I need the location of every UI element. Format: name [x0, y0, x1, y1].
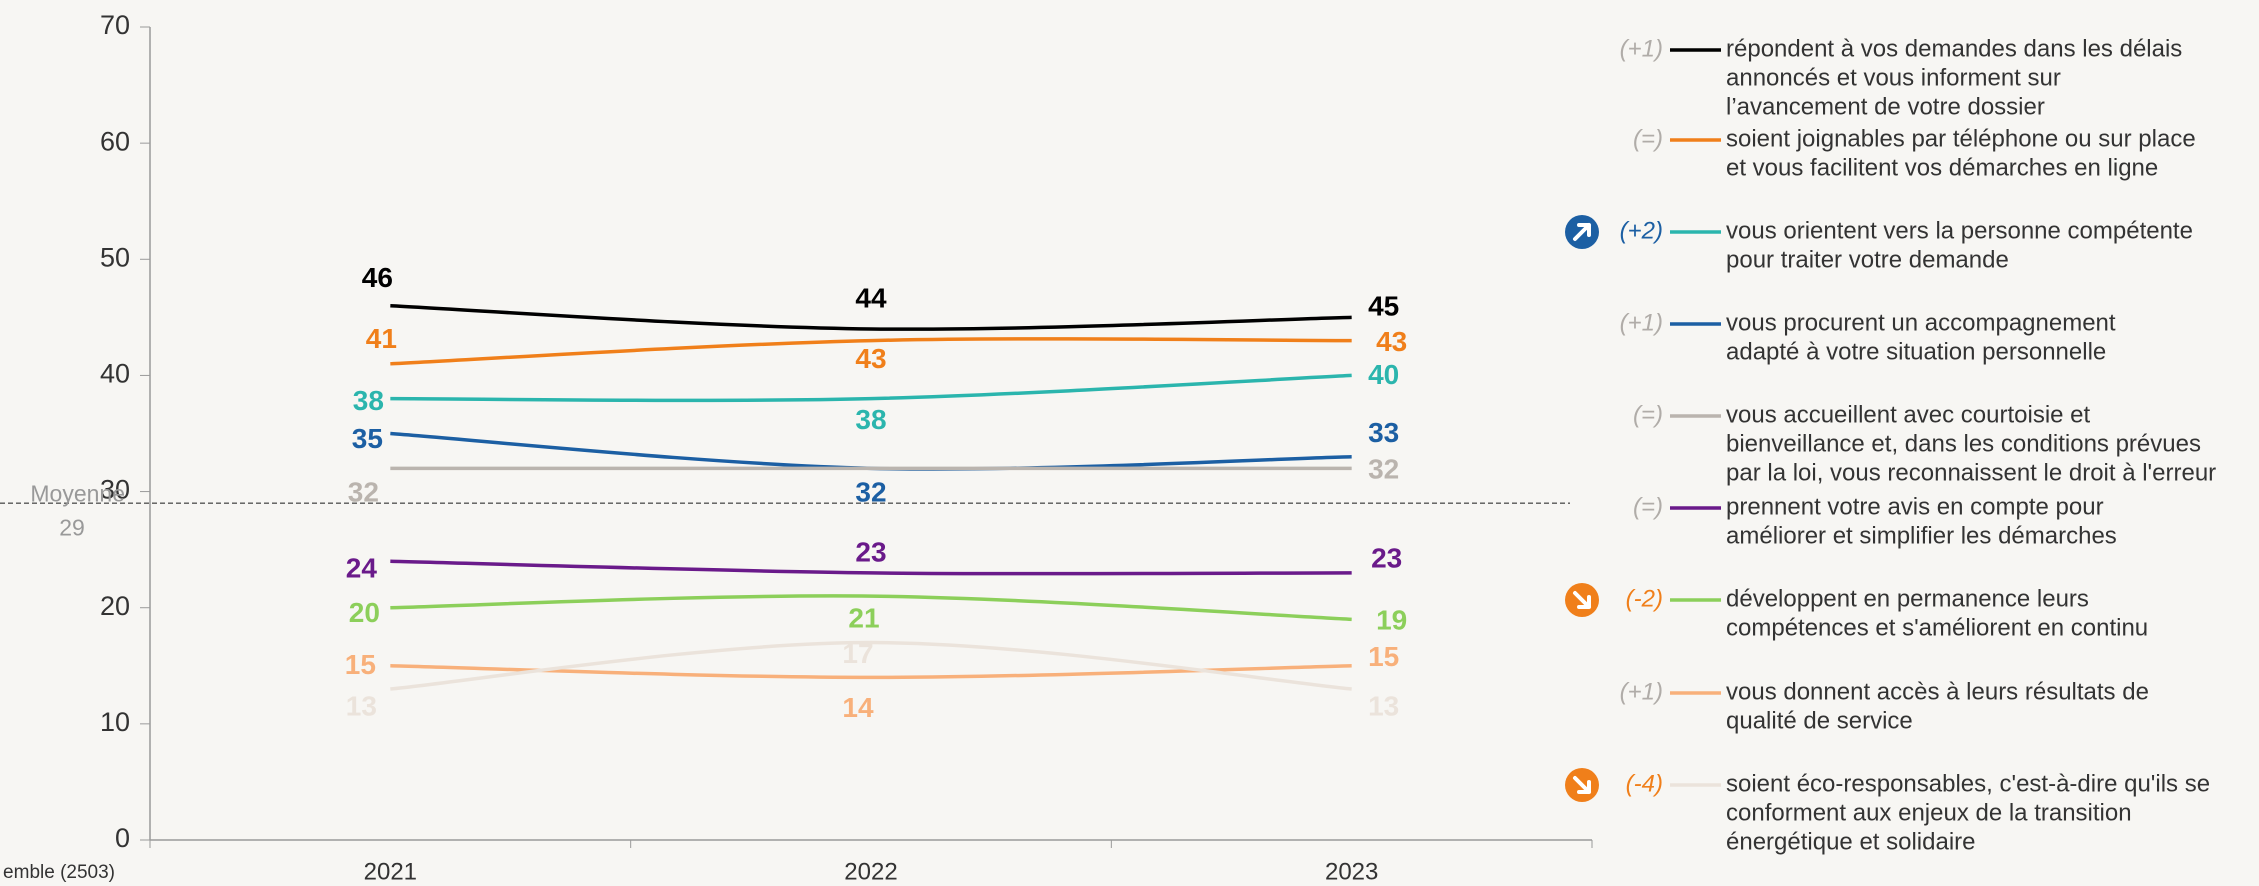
series-line	[390, 337, 1352, 366]
series-line	[390, 664, 1352, 680]
legend-label: énergétique et solidaire	[1726, 828, 1976, 855]
data-label: 38	[855, 404, 886, 435]
y-tick-label: 60	[100, 126, 130, 156]
legend-label: prennent votre avis en compte pour	[1726, 493, 2104, 520]
y-tick-label: 50	[100, 242, 130, 272]
legend-change: (-4)	[1626, 770, 1663, 797]
series-line	[390, 594, 1352, 622]
legend-label: soient joignables par téléphone ou sur p…	[1726, 125, 2196, 152]
data-label: 43	[855, 343, 886, 374]
data-label: 41	[366, 323, 397, 354]
series-line	[390, 373, 1352, 403]
legend-label: bienveillance et, dans les conditions pr…	[1726, 430, 2201, 457]
data-label: 38	[353, 385, 384, 416]
trend-arrow	[1573, 591, 1591, 609]
data-label: 14	[842, 692, 874, 723]
series-line	[390, 559, 1352, 576]
y-tick-label: 0	[115, 823, 130, 853]
data-label: 15	[1368, 641, 1399, 672]
legend-label: compétences et s'améliorent en continu	[1726, 614, 2148, 641]
legend-label: soient éco-responsables, c'est-à-dire qu…	[1726, 770, 2210, 797]
legend-label: adapté à votre situation personnelle	[1726, 338, 2106, 365]
base-label: emble (2503)	[3, 862, 115, 883]
y-tick-label: 10	[100, 707, 130, 737]
data-label: 21	[848, 602, 879, 633]
data-label: 20	[349, 597, 380, 628]
x-tick-label: 2023	[1325, 858, 1378, 885]
y-tick-label: 40	[100, 359, 130, 389]
legend-change: (-2)	[1626, 585, 1663, 612]
trend-arrow	[1573, 223, 1591, 241]
x-tick-label: 2021	[364, 858, 417, 885]
y-tick-label: 30	[100, 475, 130, 505]
legend-label: et vous facilitent vos démarches en lign…	[1726, 154, 2158, 181]
legend-label: l’avancement de votre dossier	[1726, 93, 2045, 120]
legend-change: (=)	[1633, 125, 1663, 152]
data-label: 13	[346, 690, 377, 721]
data-label: 17	[842, 638, 873, 669]
legend-label: vous procurent un accompagnement	[1726, 309, 2116, 336]
y-tick-label: 70	[100, 10, 130, 40]
data-label: 35	[352, 423, 383, 454]
legend-label: par la loi, vous reconnaissent le droit …	[1726, 459, 2216, 486]
legend-change: (=)	[1633, 493, 1663, 520]
data-label: 33	[1368, 417, 1399, 448]
legend-label: qualité de service	[1726, 707, 1913, 734]
legend-change: (+2)	[1620, 217, 1663, 244]
legend-label: améliorer et simplifier les démarches	[1726, 522, 2117, 549]
legend-change: (+1)	[1620, 678, 1663, 705]
legend-label: développent en permanence leurs	[1726, 585, 2089, 612]
legend-change: (=)	[1633, 401, 1663, 428]
data-label: 23	[855, 536, 886, 567]
trend-arrow	[1573, 776, 1591, 794]
data-label: 43	[1376, 326, 1407, 357]
average-value: 29	[59, 514, 85, 540]
data-label: 40	[1368, 359, 1399, 390]
data-label: 32	[348, 477, 379, 508]
average-label: Moyenne	[30, 480, 125, 506]
legend-label: vous orientent vers la personne compéten…	[1726, 217, 2193, 244]
legend-label: vous donnent accès à leurs résultats de	[1726, 678, 2149, 705]
data-label: 45	[1368, 291, 1399, 322]
data-label: 44	[855, 282, 887, 313]
series-line	[390, 303, 1352, 331]
series-line	[390, 640, 1352, 691]
x-tick-label: 2022	[844, 858, 897, 885]
legend-label: pour traiter votre demande	[1726, 246, 2009, 273]
y-tick-label: 20	[100, 591, 130, 621]
data-label: 13	[1368, 690, 1399, 721]
data-label: 32	[1368, 454, 1399, 485]
data-label: 23	[1371, 542, 1402, 573]
legend-change: (+1)	[1620, 35, 1663, 62]
legend-label: annoncés et vous informent sur	[1726, 64, 2061, 91]
data-label: 19	[1376, 605, 1407, 636]
legend-label: répondent à vos demandes dans les délais	[1726, 35, 2182, 62]
legend-change: (+1)	[1620, 309, 1663, 336]
data-label: 46	[362, 262, 393, 293]
data-label: 15	[345, 649, 376, 680]
legend-label: vous accueillent avec courtoisie et	[1726, 401, 2091, 428]
data-label: 24	[346, 553, 378, 584]
legend-label: conforment aux enjeux de la transition	[1726, 799, 2132, 826]
data-label: 32	[855, 477, 886, 508]
